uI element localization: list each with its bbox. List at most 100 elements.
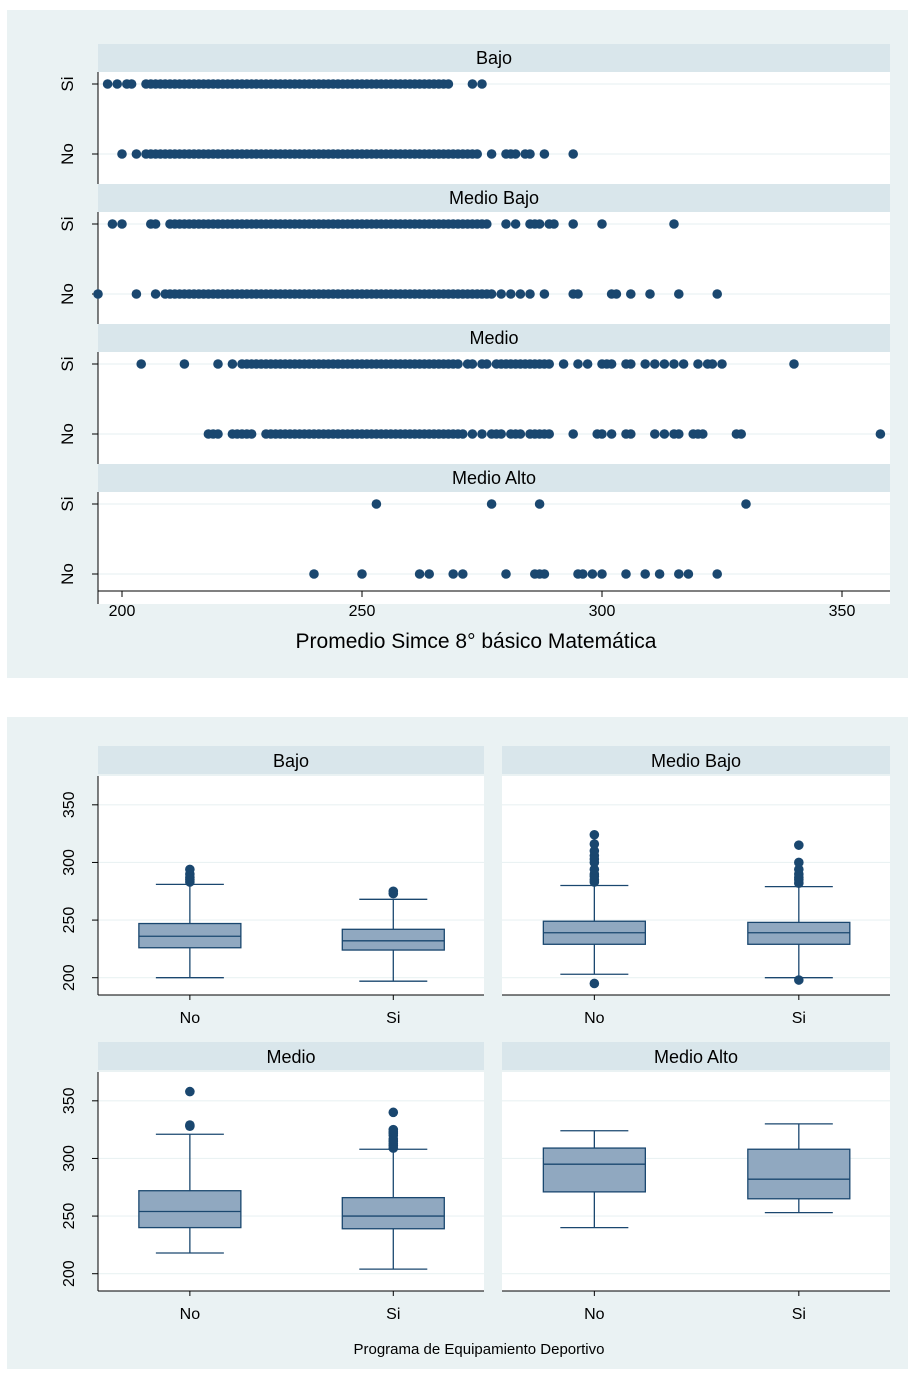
scatter-point	[674, 429, 684, 439]
scatter-point	[597, 569, 607, 579]
scatter-point	[549, 219, 559, 229]
scatter-point	[112, 79, 122, 89]
scatter-point	[606, 359, 617, 369]
box-figure: Bajo 200 250 300 350 No Si Medio Bajo No Si Medio 2…	[61, 746, 890, 1323]
box-x-tick-label: No	[180, 1306, 201, 1323]
scatter-plot-area	[98, 352, 890, 464]
scatter-y-tick-label: No	[58, 563, 77, 585]
scatter-point	[597, 429, 607, 439]
scatter-point	[309, 569, 319, 579]
scatter-plot-area	[98, 212, 890, 324]
scatter-point	[698, 429, 708, 439]
scatter-x-tick-label: 300	[589, 603, 616, 620]
scatter-y-tick-label: No	[58, 423, 77, 445]
box-outlier	[794, 857, 804, 868]
box-panel-title: Bajo	[273, 751, 309, 771]
scatter-point	[669, 359, 679, 369]
scatter-point	[693, 359, 703, 369]
box-panel-strip	[502, 746, 890, 774]
scatter-point	[544, 359, 554, 369]
scatter-point	[597, 219, 607, 229]
box-y-tick-label: 250	[61, 907, 78, 934]
scatter-point	[131, 289, 142, 299]
box-y-tick-label: 300	[61, 1145, 78, 1172]
scatter-point	[467, 359, 478, 369]
scatter-point	[578, 569, 588, 579]
scatter-point	[606, 429, 617, 439]
scatter-point	[573, 359, 583, 369]
scatter-point	[650, 359, 660, 369]
scatter-point	[467, 79, 478, 89]
scatter-point	[453, 359, 463, 369]
scatter-point	[626, 359, 636, 369]
scatter-point	[534, 219, 545, 229]
scatter-point	[659, 429, 670, 439]
scatter-point	[626, 289, 636, 299]
scatter-point	[246, 429, 257, 439]
box-outlier	[388, 1107, 399, 1118]
scatter-point	[640, 359, 650, 369]
box-outlier	[185, 1086, 195, 1097]
scatter-point	[477, 79, 487, 89]
box-y-tick-label: 300	[61, 849, 78, 876]
box-iqr	[341, 928, 445, 951]
box-plot-area	[98, 1072, 484, 1291]
scatter-point	[458, 569, 468, 579]
scatter-point	[117, 149, 127, 159]
scatter-point	[582, 359, 593, 369]
scatter-point	[568, 219, 578, 229]
scatter-point	[525, 289, 535, 299]
scatter-point	[558, 359, 569, 369]
box-x-tick-label: Si	[386, 1010, 400, 1027]
scatter-point	[645, 289, 655, 299]
scatter-point	[515, 429, 526, 439]
scatter-point	[150, 219, 161, 229]
scatter-point	[611, 289, 622, 299]
scatter-x-tick-label: 350	[829, 603, 856, 620]
scatter-point	[213, 359, 223, 369]
scatter-y-tick-label: Si	[58, 76, 77, 91]
scatter-point	[213, 429, 223, 439]
box-y-tick-label: 350	[61, 791, 78, 818]
box-outlier	[794, 975, 804, 985]
scatter-point	[486, 149, 497, 159]
scatter-point	[126, 79, 137, 89]
scatter-plot-area	[98, 492, 890, 604]
scatter-point	[674, 289, 684, 299]
scatter-point	[102, 79, 113, 89]
scatter-point	[227, 359, 238, 369]
scatter-y-tick-label: Si	[58, 496, 77, 511]
scatter-point	[568, 149, 578, 159]
scatter-point	[501, 219, 511, 229]
scatter-point	[414, 569, 425, 579]
scatter-point	[443, 79, 454, 89]
scatter-point	[131, 149, 142, 159]
box-plot-area	[98, 776, 484, 995]
scatter-point	[510, 149, 521, 159]
box-iqr	[747, 1148, 851, 1200]
scatter-point	[669, 219, 679, 229]
box-panel-strip	[502, 1042, 890, 1070]
scatter-point	[674, 569, 684, 579]
scatter-point	[477, 429, 487, 439]
scatter-y-tick-label: No	[58, 283, 77, 305]
scatter-point	[486, 499, 497, 509]
scatter-point	[789, 359, 799, 369]
box-outlier	[185, 864, 195, 875]
scatter-point	[544, 429, 554, 439]
scatter-point	[371, 499, 382, 509]
box-iqr	[341, 1196, 445, 1230]
box-outlier	[589, 864, 600, 875]
scatter-panel-title: Medio Bajo	[449, 188, 539, 208]
box-y-tick-label: 200	[61, 964, 78, 991]
scatter-point	[741, 499, 751, 509]
scatter-point	[875, 429, 886, 439]
box-outlier	[589, 829, 600, 840]
scatter-point	[496, 289, 507, 299]
scatter-point	[136, 359, 146, 369]
scatter-point	[621, 569, 631, 579]
scatter-point	[510, 219, 521, 229]
scatter-panel-title: Medio	[469, 328, 518, 348]
scatter-x-tick-label: 250	[349, 603, 376, 620]
box-x-tick-label: Si	[792, 1306, 806, 1323]
